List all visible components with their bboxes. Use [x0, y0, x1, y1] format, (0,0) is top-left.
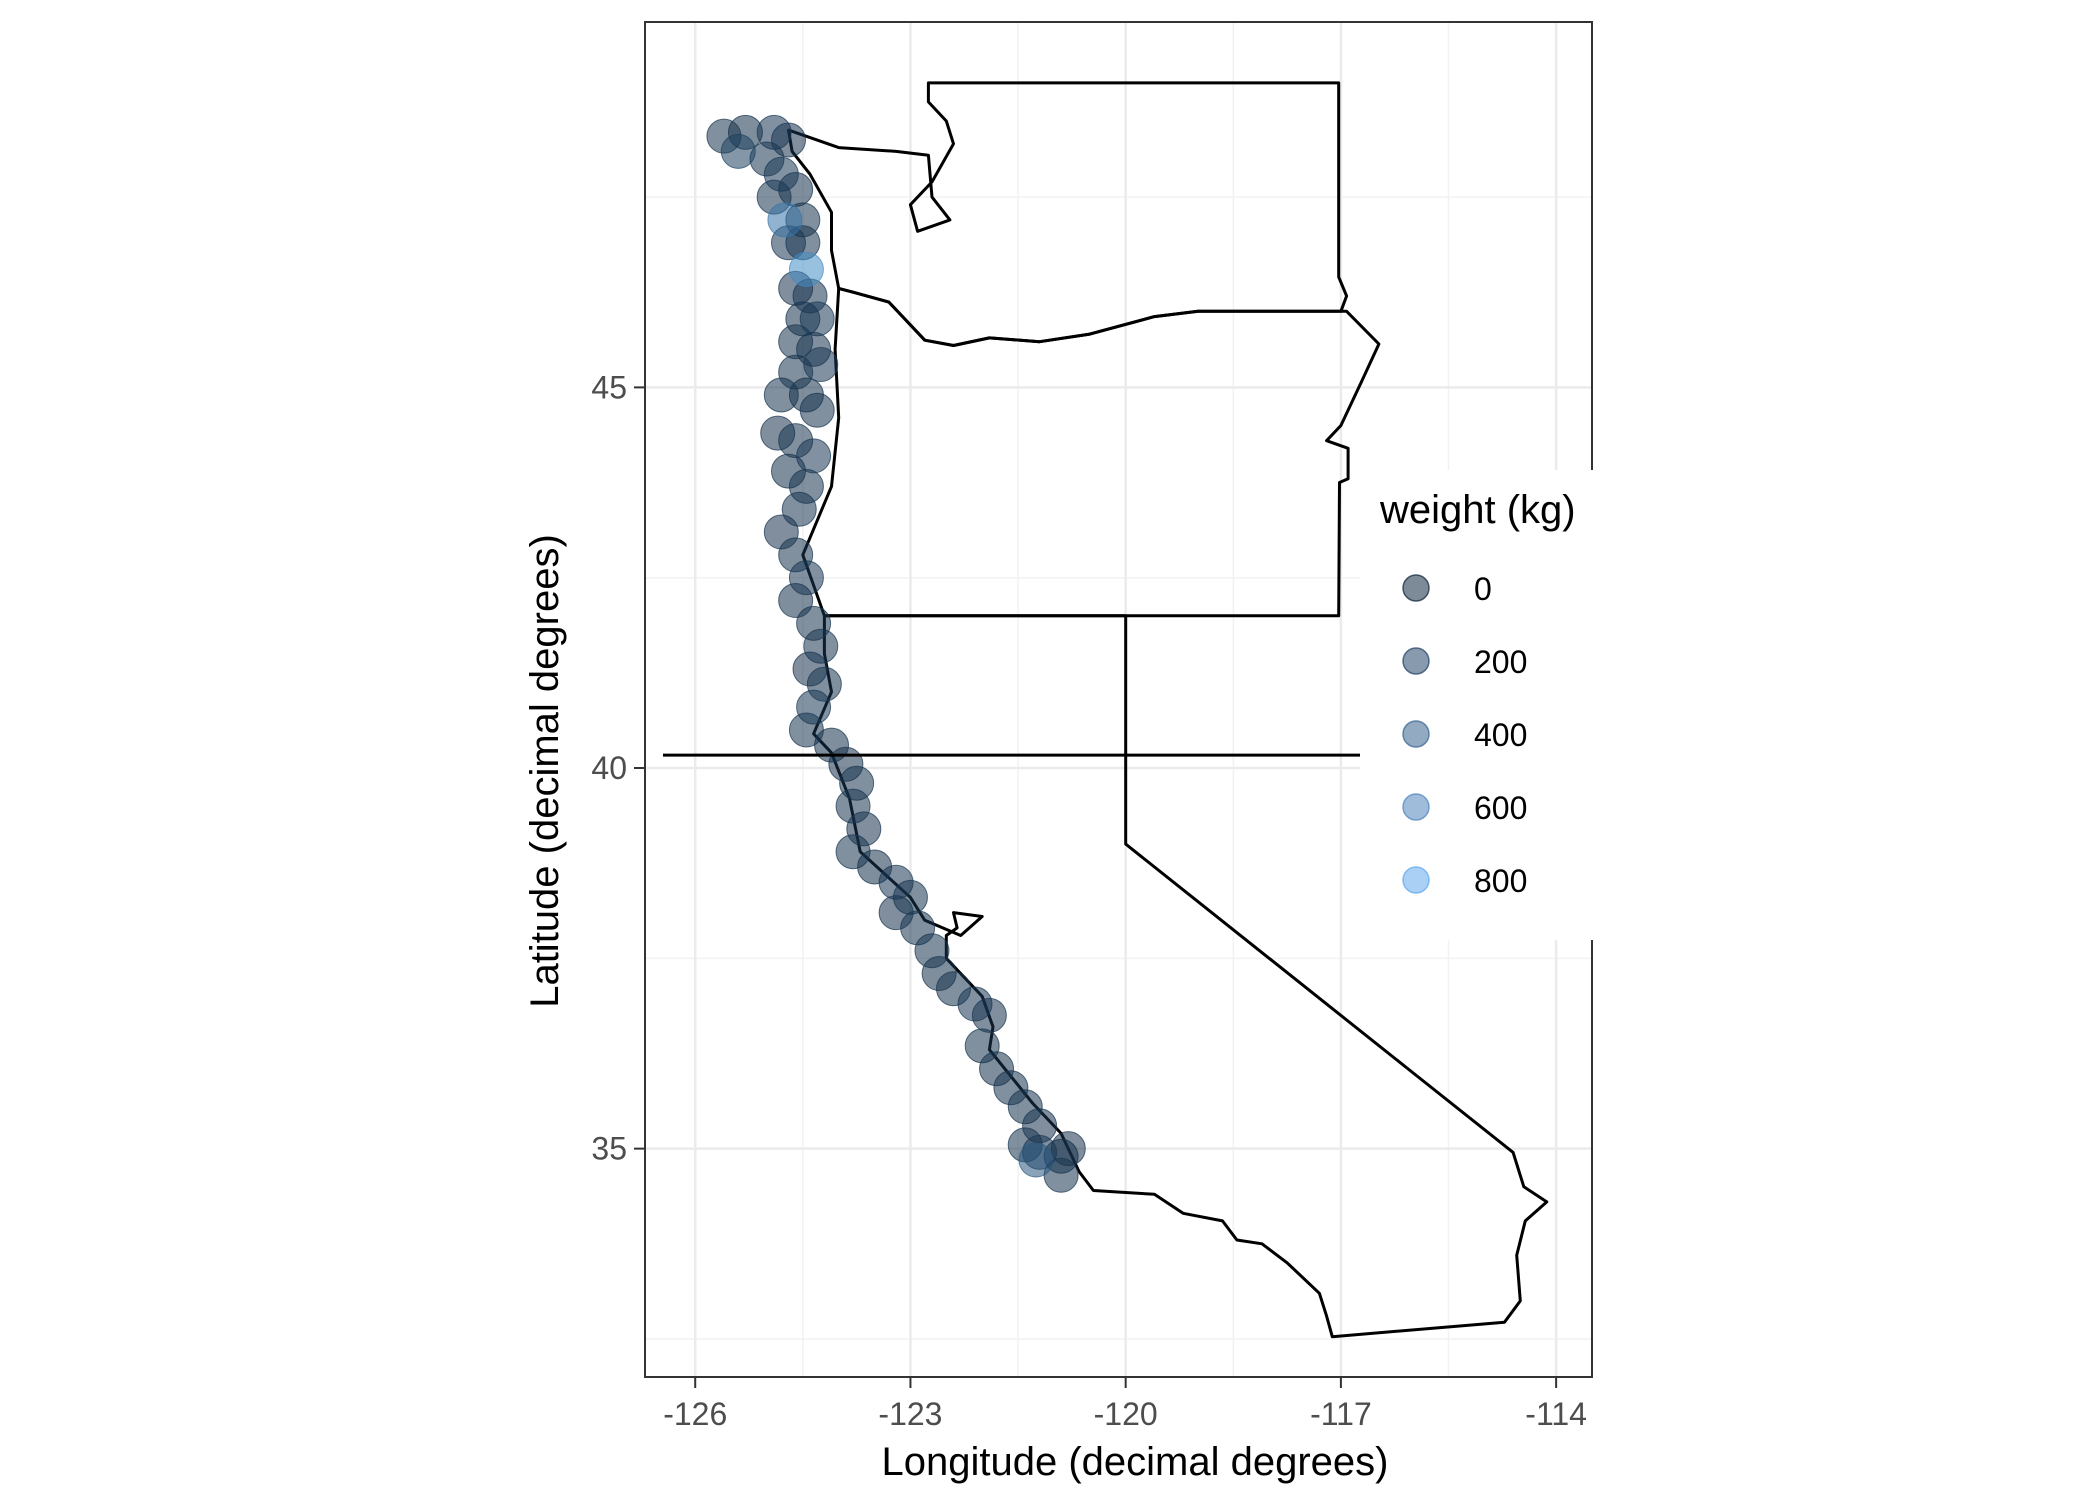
data-point [835, 788, 871, 824]
data-point [957, 986, 993, 1022]
x-tick-label: -126 [663, 1396, 727, 1432]
data-point [799, 392, 835, 428]
data-point [720, 133, 756, 169]
legend-label: 800 [1474, 863, 1527, 899]
x-tick-label: -123 [878, 1396, 942, 1432]
data-point [1018, 1142, 1054, 1178]
y-tick-label: 35 [591, 1131, 627, 1167]
legend-key [1402, 793, 1430, 821]
data-point [878, 864, 914, 900]
data-point [796, 438, 832, 474]
legend-key [1402, 866, 1430, 894]
y-axis-title: Latitude (decimal degrees) [523, 534, 567, 1008]
data-point [835, 834, 871, 870]
legend-title: weight (kg) [1379, 488, 1576, 532]
y-tick-label: 40 [591, 750, 627, 786]
data-point [799, 301, 835, 337]
legend-label: 400 [1474, 717, 1527, 753]
legend-key [1402, 647, 1430, 675]
data-point [803, 628, 839, 664]
legend-entries: 0 200 400 600 800 [1402, 571, 1527, 899]
data-point [964, 1028, 1000, 1064]
x-tick-label: -117 [1310, 1396, 1372, 1432]
legend-key [1402, 574, 1430, 602]
data-point [803, 347, 839, 383]
data-point [763, 377, 799, 413]
data-point [763, 156, 799, 192]
data-point [756, 114, 792, 150]
legend-label: 200 [1474, 644, 1527, 680]
data-point [788, 560, 824, 596]
data-point [767, 202, 803, 238]
legend-label: 0 [1474, 571, 1492, 607]
axes: -126 -123 -120 -117 -114 35 40 45 [591, 369, 1587, 1432]
x-tick-label: -120 [1094, 1396, 1158, 1432]
y-tick-label: 45 [591, 369, 627, 405]
data-point [788, 251, 824, 287]
data-point [993, 1070, 1029, 1106]
legend-background [1360, 470, 1650, 940]
legend-key [1402, 720, 1430, 748]
data-point [900, 910, 936, 946]
x-axis-title: Longitude (decimal degrees) [882, 1440, 1389, 1484]
legend: weight (kg) 0 200 400 600 800 [1360, 470, 1650, 940]
legend-label: 600 [1474, 790, 1527, 826]
data-point [781, 491, 817, 527]
data-point [796, 689, 832, 725]
x-tick-label: -114 [1525, 1396, 1587, 1432]
data-points [706, 114, 1086, 1193]
